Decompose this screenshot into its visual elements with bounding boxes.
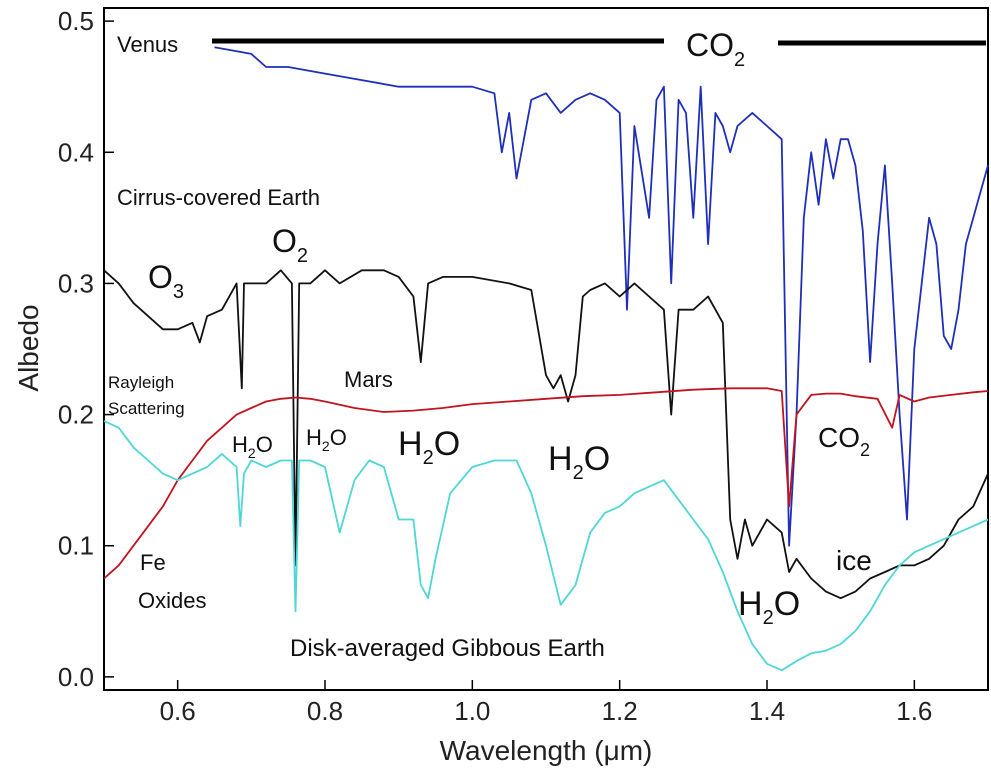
y-tick-label-5: 0.5 — [58, 6, 94, 36]
label-co2-right: CO2 — [818, 422, 870, 460]
label-gibbous-earth: Disk-averaged Gibbous Earth — [290, 635, 605, 662]
y-tick-label-1: 0.1 — [58, 531, 94, 561]
label-fe-2: Oxides — [138, 588, 206, 613]
series-line-2 — [103, 387, 989, 580]
x-tick-label-3: 1.2 — [602, 696, 638, 726]
label-h2o-4: H2O — [548, 440, 610, 484]
x-tick-label-2: 1.0 — [454, 696, 490, 726]
label-ice: ice — [836, 545, 872, 576]
label-rayleigh-1: Rayleigh — [108, 373, 174, 392]
label-rayleigh-2: Scattering — [108, 399, 185, 418]
label-h2o-3: H2O — [398, 425, 460, 469]
plot-frame — [103, 7, 989, 691]
label-fe-1: Fe — [140, 550, 166, 575]
label-h2o-5: H2O — [738, 585, 800, 629]
label-o3: O3 — [148, 259, 184, 303]
series-line-3 — [103, 420, 989, 672]
y-tick-label-2: 0.2 — [58, 400, 94, 430]
label-venus: Venus — [117, 32, 178, 57]
series-line-1 — [103, 269, 989, 600]
label-cirrus-earth: Cirrus-covered Earth — [117, 185, 320, 210]
axis-ticks: 0.6 0.8 1.0 1.2 1.4 1.6 0.0 0.1 0.2 0.3 0.4 0.5 — [58, 6, 933, 726]
y-tick-label-3: 0.3 — [58, 268, 94, 298]
y-tick-label-4: 0.4 — [58, 137, 94, 167]
series-layer — [103, 46, 989, 672]
x-tick-label-5: 1.6 — [896, 696, 932, 726]
y-tick-label-0: 0.0 — [58, 662, 94, 692]
label-o2: O2 — [272, 223, 308, 267]
x-tick-label-1: 0.8 — [307, 696, 343, 726]
label-h2o-1: H2O — [232, 432, 273, 461]
x-tick-label-4: 1.4 — [749, 696, 785, 726]
label-h2o-2: H2O — [306, 425, 347, 454]
y-axis-title: Albedo — [13, 304, 44, 391]
series-line-0 — [214, 46, 989, 547]
label-co2-top: CO2 — [686, 27, 745, 71]
x-axis-title: Wavelength (μm) — [440, 735, 653, 766]
x-tick-label-0: 0.6 — [160, 696, 196, 726]
label-mars: Mars — [344, 367, 393, 392]
